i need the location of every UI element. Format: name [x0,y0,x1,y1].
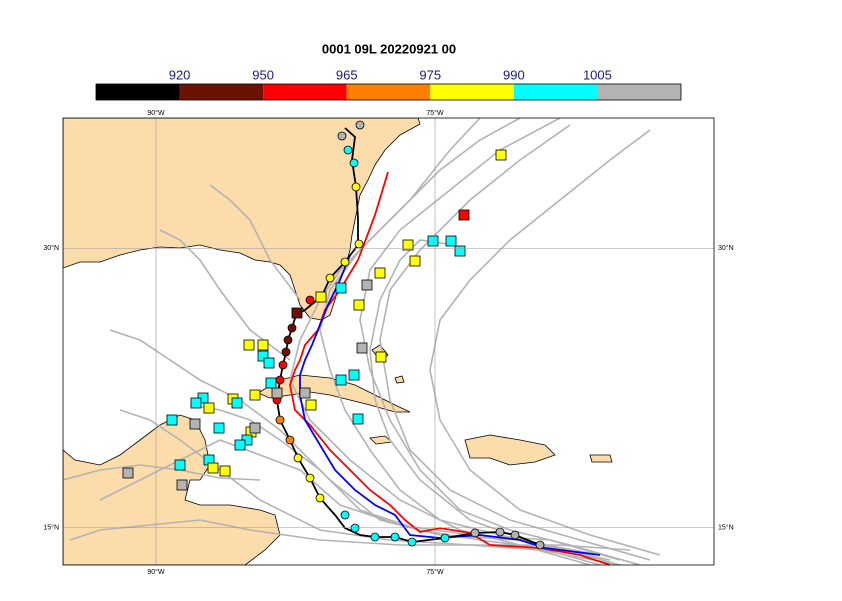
colorbar-segment [179,84,264,100]
y-tick-label: 30°N [718,244,734,252]
colorbar-segment [346,84,431,100]
graticule [63,118,714,565]
ensemble-points [122,149,507,491]
colorbar-segment [96,84,180,100]
colorbar-segment [263,84,347,100]
x-tick-label: 75°W [426,568,444,576]
colorbar-frame [95,83,682,101]
land [589,454,613,463]
colorbar: 920 950 965 975 990 1005 [95,67,682,101]
x-tick-label: 90°W [147,568,165,576]
colorbar-label: 975 [419,67,441,82]
colorbar-label: 990 [503,67,525,82]
chart-title: 0001 09L 20220921 00 [322,41,456,56]
y-tick-label: 15°N [43,524,59,532]
x-tick-label: 90°W [147,109,165,117]
colorbar-label: 950 [252,67,274,82]
colorbar-segment [430,84,514,100]
colorbar-label: 965 [336,67,358,82]
colorbar-label: 1005 [583,67,612,82]
y-tick-label: 15°N [718,524,734,532]
map [63,118,714,565]
colorbar-segment [597,84,681,100]
colorbar-segment [513,84,598,100]
x-tick-label: 75°W [426,109,444,117]
land [464,434,556,466]
y-tick-label: 30°N [43,244,59,252]
colorbar-label: 920 [169,67,191,82]
map-frame [62,117,715,566]
geo-labels: 90°W 90°W 75°W 75°W 30°N 30°N 15°N 15°N [43,109,733,576]
